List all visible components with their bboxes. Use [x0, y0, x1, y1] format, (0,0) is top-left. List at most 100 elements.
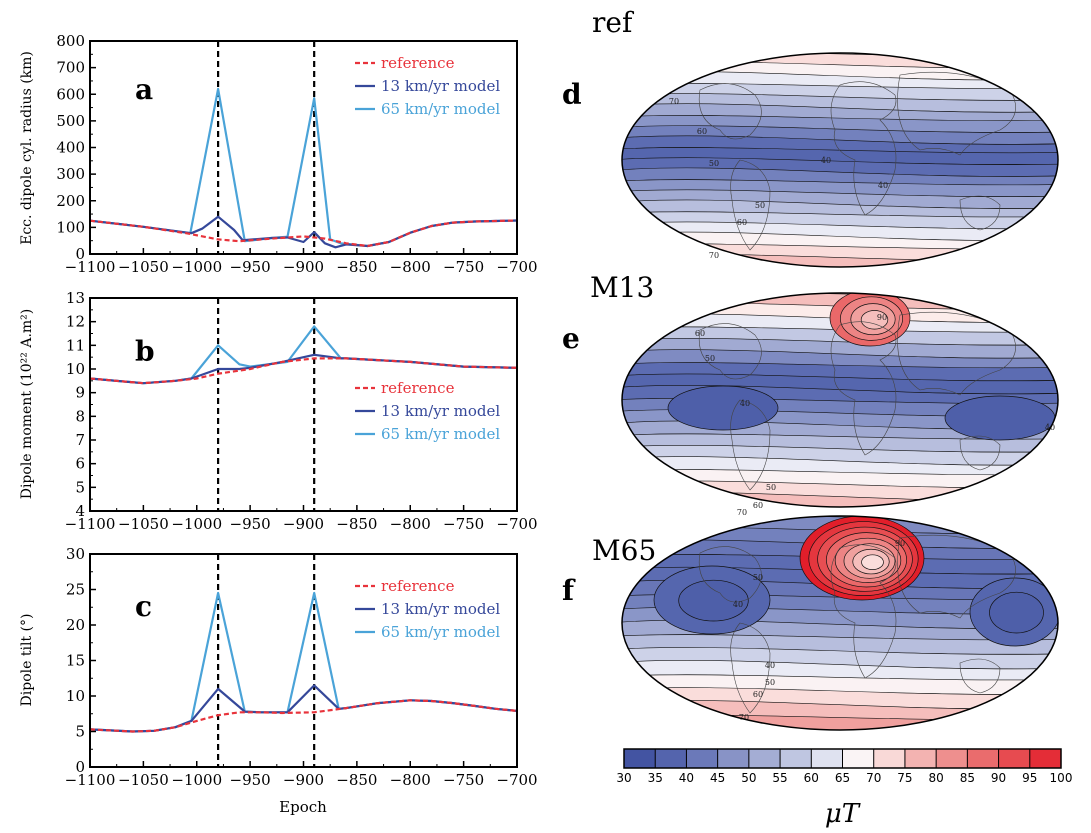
field-contour — [944, 395, 1056, 441]
x-tick-label: −700 — [496, 515, 537, 533]
colorbar-tick-label: 55 — [772, 771, 787, 785]
contour-label: 60 — [697, 127, 707, 136]
x-tick-label: −850 — [336, 258, 377, 276]
panel-a-vlines — [217, 41, 316, 254]
panel-c-xticks: −1100 −1050 −1000 −950 −900 −850 −800 −750 −700 — [65, 761, 538, 789]
x-tick-label: −1100 — [65, 771, 116, 789]
panel-a-letter: a — [135, 73, 153, 106]
x-tick-label: −950 — [230, 771, 271, 789]
x-tick-label: −750 — [443, 258, 484, 276]
map-f-field — [622, 516, 1058, 730]
legend-label-m65: 65 km/yr model — [381, 100, 500, 118]
contour-label: 40 — [733, 600, 743, 609]
coastline — [830, 544, 897, 679]
map-d-title: ref — [592, 6, 635, 39]
contour-label: 70 — [669, 97, 679, 106]
contour-label: 50 — [755, 201, 765, 210]
colorbar: 30 35 40 45 50 55 60 65 70 75 80 85 90 95 100 μT — [616, 748, 1072, 829]
y-tick-label: 0 — [75, 245, 85, 263]
contour-label: 40 — [821, 156, 831, 165]
x-tick-label: −750 — [443, 771, 484, 789]
colorbar-cell — [904, 749, 937, 768]
y-tick-label: 500 — [56, 112, 85, 130]
contour-label: 40 — [765, 661, 775, 670]
y-tick-label: 30 — [66, 545, 85, 563]
x-axis-label: Epoch — [279, 798, 327, 816]
series-line-reference — [90, 699, 517, 733]
map-f-title: M65 — [592, 534, 656, 567]
y-tick-label: 400 — [56, 139, 85, 157]
map-d-contour-labels: 70 60 50 40 40 50 60 70 — [669, 97, 888, 260]
colorbar-ticks: 30 35 40 45 50 55 60 65 70 75 80 85 90 95 100 — [616, 749, 1072, 785]
colorbar-cell — [811, 749, 843, 768]
y-tick-label: 15 — [66, 652, 85, 670]
panel-b-yticks: 4 5 6 7 8 9 10 11 12 13 — [66, 289, 96, 520]
colorbar-tick-label: 85 — [960, 771, 975, 785]
contour-label: 60 — [753, 690, 763, 699]
y-tick-label: 0 — [75, 758, 85, 776]
x-tick-label: −900 — [283, 258, 324, 276]
colorbar-cell — [842, 749, 875, 768]
colorbar-tick-label: 100 — [1050, 771, 1073, 785]
panel-a-ylabel: Ecc. dipole cyl. radius (km) — [19, 51, 35, 245]
contour-label: 70 — [709, 251, 719, 260]
x-tick-label: −700 — [496, 258, 537, 276]
y-tick-label: 9 — [75, 384, 85, 402]
series-line-m13 — [90, 684, 517, 733]
y-tick-label: 12 — [66, 313, 85, 331]
x-tick-label: −800 — [390, 258, 431, 276]
colorbar-tick-label: 65 — [835, 771, 850, 785]
legend-label-m13: 13 km/yr model — [381, 600, 500, 618]
field-band — [622, 714, 1058, 730]
colorbar-cell — [655, 749, 687, 768]
colorbar-tick-label: 70 — [866, 771, 881, 785]
panel-c-ylabel: Dipole tilt (°) — [19, 614, 35, 707]
contour-label: 60 — [753, 501, 763, 510]
x-tick-label: −1050 — [118, 515, 169, 533]
contour-label: 70 — [737, 508, 747, 517]
map-d-field — [622, 53, 1058, 267]
field-contour — [861, 554, 884, 570]
coastline — [698, 323, 762, 380]
chart-panel-b: −1100 −1050 −1000 −950 −900 −850 −800 −750 −700 … — [19, 289, 538, 533]
map-e-title: M13 — [590, 271, 654, 304]
colorbar-tick-label: 95 — [1022, 771, 1037, 785]
contour-label: 50 — [753, 573, 763, 582]
coastline — [698, 83, 762, 140]
panel-b-legend: reference 13 km/yr model 65 km/yr model — [355, 379, 500, 443]
x-tick-label: −950 — [230, 258, 271, 276]
y-tick-label: 6 — [75, 455, 85, 473]
colorbar-cell — [936, 749, 968, 768]
series-line-reference — [90, 357, 517, 385]
panel-b-letter: b — [135, 335, 155, 368]
series-line-reference — [90, 219, 517, 248]
colorbar-cell — [686, 749, 719, 768]
panel-b-xticks: −1100 −1050 −1000 −950 −900 −850 −800 −750 −700 — [65, 505, 538, 533]
x-tick-label: −850 — [336, 515, 377, 533]
contour-label: 60 — [695, 329, 705, 338]
y-tick-label: 200 — [56, 192, 85, 210]
legend-label-m65: 65 km/yr model — [381, 425, 500, 443]
colorbar-tick-label: 90 — [991, 771, 1006, 785]
series-line-m13 — [90, 215, 517, 249]
colorbar-tick-label: 45 — [710, 771, 725, 785]
y-tick-label: 11 — [66, 336, 85, 354]
colorbar-cells — [624, 749, 1062, 768]
contour-label: 70 — [739, 713, 749, 722]
map-e-letter: e — [562, 322, 580, 355]
colorbar-cell — [780, 749, 812, 768]
contour-label: 50 — [765, 678, 775, 687]
x-tick-label: −800 — [390, 515, 431, 533]
contour-label: 90 — [877, 313, 887, 322]
field-contour — [989, 591, 1044, 634]
coastline — [830, 321, 897, 456]
map-d-letter: d — [562, 78, 582, 111]
y-tick-label: 600 — [56, 85, 85, 103]
map-e-field — [622, 293, 1058, 507]
colorbar-unit: μT — [825, 799, 861, 829]
x-tick-label: −1000 — [171, 771, 222, 789]
x-tick-label: −1000 — [171, 258, 222, 276]
